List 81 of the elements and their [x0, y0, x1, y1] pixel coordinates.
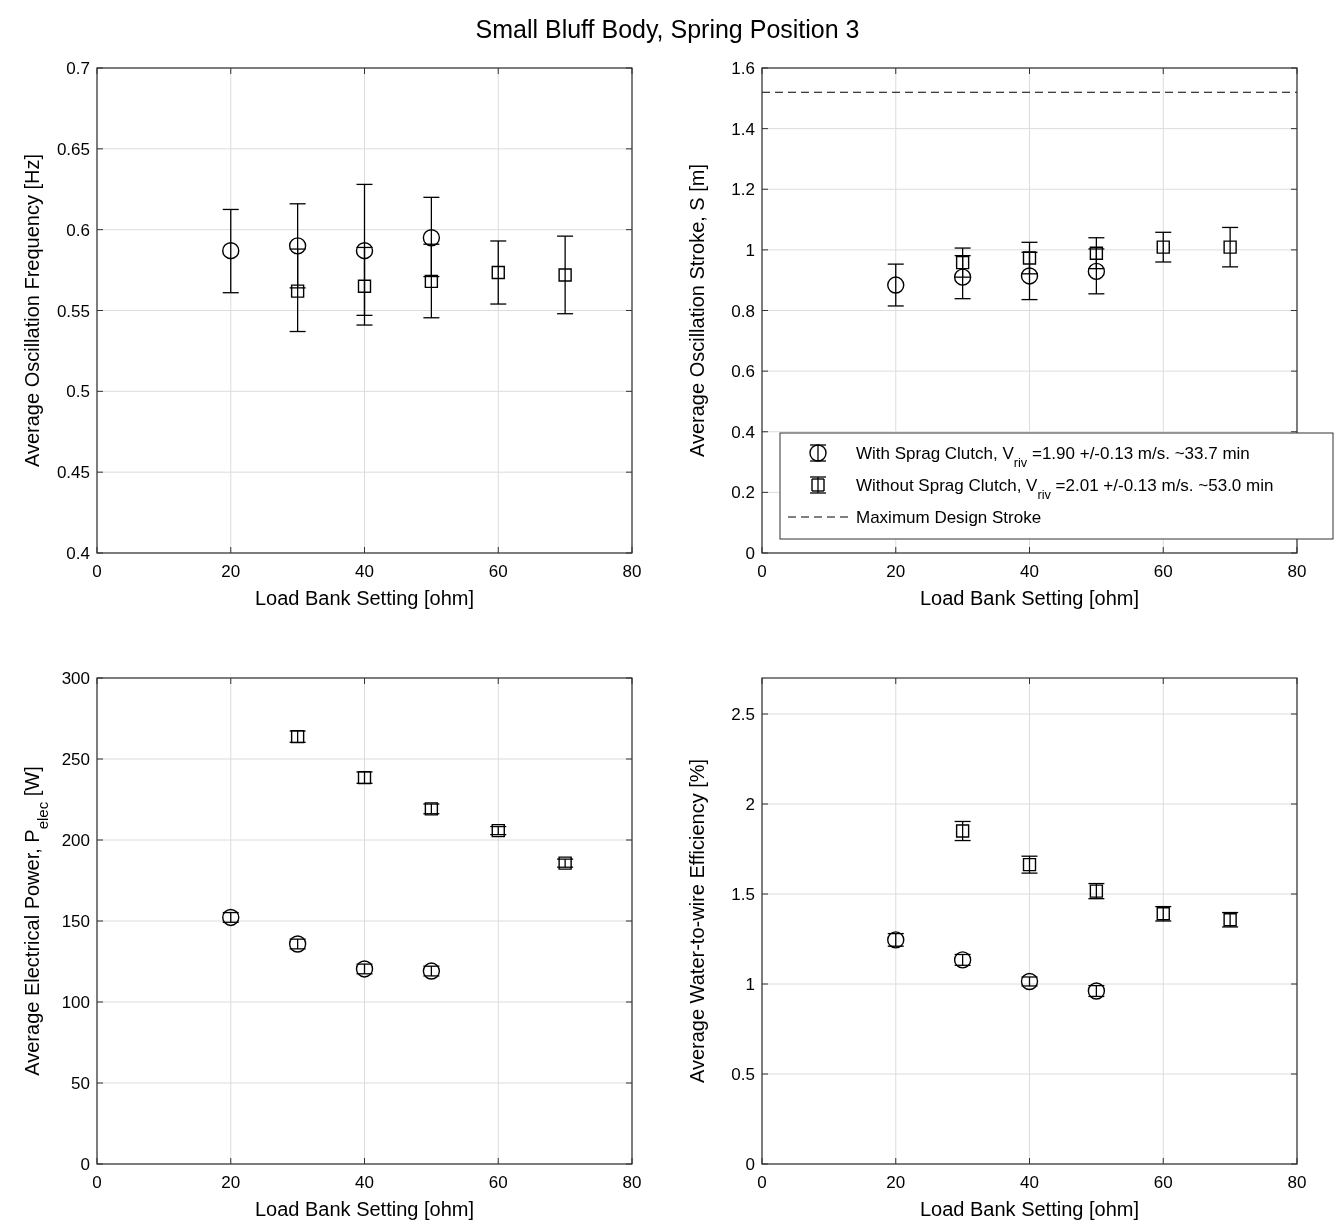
y-tick-label: 250	[61, 750, 90, 769]
x-tick-label: 40	[355, 562, 374, 581]
x-tick-label: 80	[1287, 562, 1307, 581]
y-axis-title: Average Oscillation Stroke, S [m]	[686, 163, 708, 458]
point	[222, 241, 240, 260]
point	[558, 268, 572, 282]
y-tick-label: 1.2	[731, 180, 755, 200]
y-tick-label: 0.4	[731, 422, 755, 442]
y-axis-title: Average Oscillation Frequency [Hz]	[21, 153, 43, 468]
point	[953, 268, 972, 286]
y-tick-label: 0	[745, 544, 755, 563]
legend-label: With Sprag Clutch, V$_{riv}$ =1.90 +/-0.13 m/s. ~33.7 min	[856, 444, 1250, 470]
y-tick-label: 0.8	[731, 301, 755, 321]
y-tick-label: 1.4	[731, 119, 755, 139]
x-axis-title: Load Bank Setting [ohm]	[254, 587, 475, 609]
point	[290, 284, 305, 298]
point	[1020, 267, 1039, 285]
x-tick-label: 20	[221, 562, 241, 581]
x-tick-label: 0	[757, 562, 767, 581]
y-tick-label: 150	[61, 912, 90, 931]
point	[491, 265, 505, 280]
point	[887, 276, 905, 294]
y-tick-label: 1.5	[731, 885, 755, 904]
point	[288, 237, 307, 255]
point	[355, 241, 374, 260]
y-tick-label: 200	[61, 831, 90, 850]
point	[1087, 262, 1106, 281]
y-tick-label: 0.55	[56, 301, 90, 321]
y-tick-label: 0.6	[66, 220, 90, 240]
x-tick-label: 80	[622, 562, 642, 581]
point	[222, 908, 240, 927]
x-tick-label: 20	[221, 1173, 241, 1192]
point	[424, 274, 439, 289]
y-tick-label: 100	[61, 993, 90, 1012]
y-tick-label: 0.45	[56, 463, 90, 483]
x-tick-label: 80	[622, 1173, 642, 1192]
x-tick-label: 40	[355, 1173, 374, 1192]
x-tick-label: 60	[488, 1173, 508, 1192]
point	[955, 824, 970, 838]
x-tick-label: 60	[488, 562, 508, 581]
point	[1223, 240, 1237, 254]
point	[422, 229, 441, 247]
y-tick-label: 0.5	[66, 382, 90, 402]
x-tick-label: 20	[886, 562, 906, 581]
y-tick-label: 2.5	[731, 705, 755, 724]
y-tick-label: 0.65	[56, 139, 90, 159]
point	[1020, 972, 1039, 991]
y-tick-label: 1.6	[731, 59, 755, 78]
legend-label: Maximum Design Stroke	[856, 508, 1042, 527]
y-tick-label: 1	[745, 975, 755, 994]
point	[1089, 246, 1104, 260]
y-tick-label: 300	[61, 669, 90, 688]
point	[1156, 240, 1170, 254]
x-tick-label: 60	[1153, 562, 1173, 581]
y-tick-label: 0.2	[731, 483, 755, 503]
x-tick-label: 40	[1020, 562, 1039, 581]
legend-label: Without Sprag Clutch, V$_{riv}$ =2.01 +/-0.13 m/s. ~53.0 min	[856, 476, 1274, 502]
x-axis-title: Load Bank Setting [ohm]	[254, 1198, 475, 1220]
y-tick-label: 50	[71, 1074, 90, 1093]
x-tick-label: 20	[886, 1173, 906, 1192]
x-tick-label: 60	[1153, 1173, 1173, 1192]
y-tick-label: 0	[80, 1155, 90, 1174]
point	[357, 279, 372, 293]
point	[1022, 251, 1037, 265]
y-tick-label: 1	[745, 240, 755, 260]
chart-title: Small Bluff Body, Spring Position 3	[475, 15, 860, 43]
y-tick-label: 0.7	[66, 59, 90, 78]
x-tick-label: 0	[92, 562, 102, 581]
y-tick-label: 0.6	[731, 362, 755, 382]
x-tick-label: 0	[92, 1173, 102, 1192]
x-tick-label: 0	[757, 1173, 767, 1192]
y-tick-label: 0.4	[66, 544, 90, 563]
y-tick-label: 2	[745, 795, 755, 814]
x-axis-title: Load Bank Setting [ohm]	[919, 587, 1140, 609]
y-tick-label: 0.5	[731, 1065, 755, 1084]
y-axis-title: Average Water-to-wire Efficiency [%]	[686, 758, 708, 1084]
y-tick-label: 0	[745, 1155, 755, 1174]
x-axis-title: Load Bank Setting [ohm]	[919, 1198, 1140, 1220]
x-tick-label: 40	[1020, 1173, 1039, 1192]
x-tick-label: 80	[1287, 1173, 1307, 1192]
point	[955, 255, 970, 270]
